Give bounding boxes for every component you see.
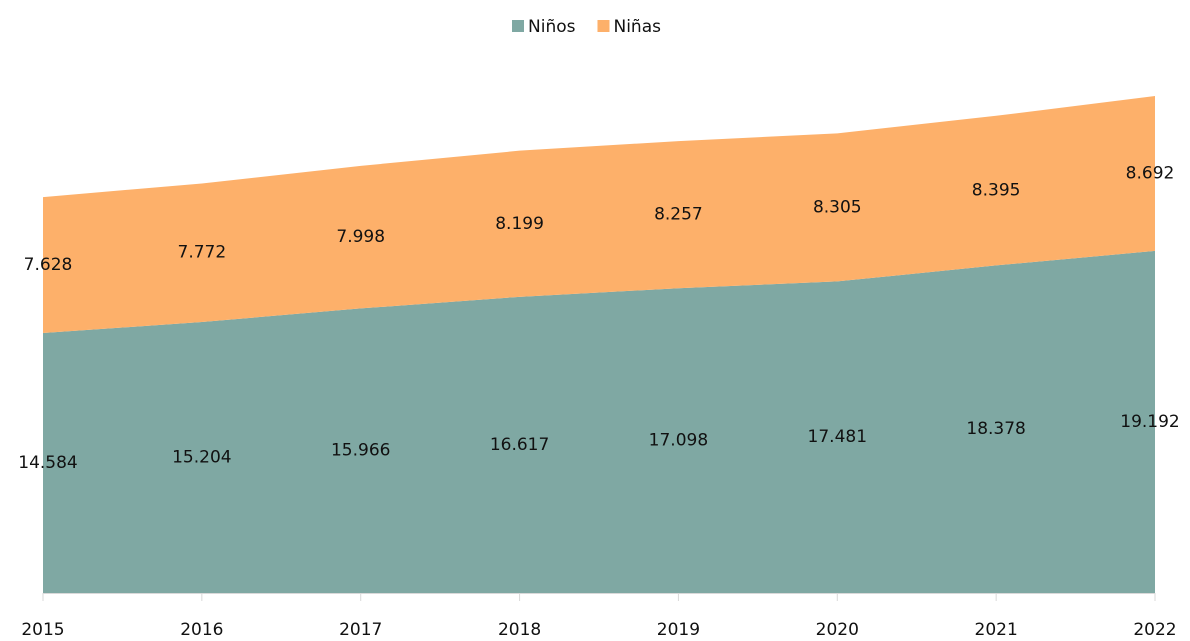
data-label: 17.481	[808, 427, 867, 447]
data-label: 16.617	[490, 435, 549, 455]
x-tick-label: 2020	[816, 620, 859, 640]
data-label: 14.584	[18, 453, 77, 473]
data-label: 17.098	[649, 431, 708, 451]
legend: Niños Niñas	[512, 17, 661, 37]
x-tick-label: 2016	[180, 620, 223, 640]
data-label: 19.192	[1120, 412, 1179, 432]
data-label: 18.378	[966, 419, 1025, 439]
data-label: 8.305	[813, 197, 862, 217]
data-label: 8.257	[654, 205, 703, 225]
x-tick-label: 2018	[498, 620, 541, 640]
area	[43, 96, 1155, 334]
x-tick-label: 2015	[21, 620, 64, 640]
x-tick-label: 2021	[975, 620, 1018, 640]
x-tick-label: 2022	[1133, 620, 1176, 640]
area	[43, 250, 1155, 593]
x-tick-label: 2017	[339, 620, 382, 640]
legend-label: Niñas	[613, 17, 661, 37]
data-label: 15.204	[172, 448, 231, 468]
data-label: 7.998	[336, 227, 385, 247]
data-label: 8.692	[1126, 163, 1175, 183]
data-label: 8.199	[495, 214, 544, 234]
data-label: 15.966	[331, 441, 390, 461]
x-tick-label: 2019	[657, 620, 700, 640]
legend-label: Niños	[528, 17, 576, 37]
data-label: 7.772	[178, 243, 227, 263]
data-label: 7.628	[24, 255, 73, 275]
data-label: 8.395	[972, 181, 1021, 201]
legend-swatch	[597, 20, 610, 32]
legend-swatch	[512, 20, 524, 32]
